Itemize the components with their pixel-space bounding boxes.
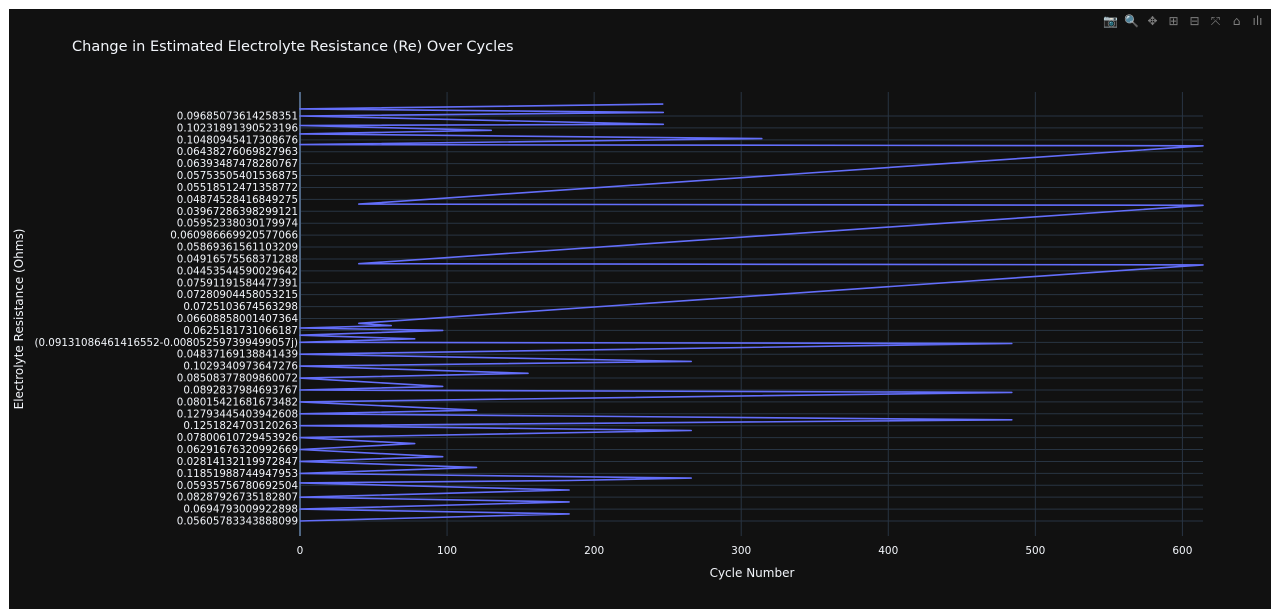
y-tick-label: 0.07591191584477391: [177, 277, 298, 289]
y-tick-label: 0.05605783343888099: [177, 516, 298, 528]
y-tick-label: 0.06608858001407364: [177, 313, 298, 325]
y-tick-label: 0.10231891390523196: [177, 122, 298, 134]
x-tick-label: 600: [1172, 545, 1192, 557]
y-tick-label: 0.05518512471358772: [177, 182, 298, 194]
y-tick-label: 0.1251824703120263: [183, 420, 298, 432]
series-lines: [299, 103, 1204, 522]
y-tick-label: 0.07280904458053215: [177, 289, 298, 301]
y-tick-label: 0.060986669920577066: [170, 230, 298, 242]
y-tick-label: 0.07800610729453926: [177, 432, 298, 444]
y-tick-label: 0.02814132119972847: [177, 456, 298, 468]
y-tick-label: 0.05753505401536875: [177, 170, 298, 182]
series-line: [299, 103, 1204, 522]
x-tick-label: 200: [584, 545, 604, 557]
y-tick-label: 0.1029340973647276: [183, 361, 298, 373]
y-tick-label: 0.0725103674563298: [183, 301, 298, 313]
y-tick-label: 0.04453544590029642: [177, 265, 298, 277]
y-tick-label: 0.0892837984693767: [183, 384, 298, 396]
y-tick-label: 0.06291676320992669: [177, 444, 298, 456]
autoscale-icon[interactable]: ⤧: [1210, 13, 1221, 28]
pan-icon[interactable]: ✥: [1147, 13, 1158, 28]
zoom-in-icon[interactable]: ⊞: [1168, 13, 1179, 28]
chart-frame: 📷 🔍 ✥ ⊞ ⊟ ⤧ ⌂ ılı 0.05605783343888099 0.06947930…: [9, 9, 1271, 609]
x-tick-label: 500: [1025, 545, 1045, 557]
x-tick-label: 300: [731, 545, 751, 557]
x-axis-title: Cycle Number: [710, 566, 795, 580]
y-tick-label: 0.06438276069827963: [177, 146, 298, 158]
y-tick-label: 0.08015421681673482: [177, 396, 298, 408]
y-tick-label: 0.12793445403942608: [177, 408, 298, 420]
y-tick-label: 0.03967286398299121: [177, 206, 298, 218]
modebar: 📷 🔍 ✥ ⊞ ⊟ ⤧ ⌂ ılı: [1103, 12, 1265, 30]
y-axis-title: Electrolyte Resistance (Ohms): [12, 229, 26, 410]
y-tick-label: 0.10480945417308676: [177, 134, 298, 146]
zoom-out-icon[interactable]: ⊟: [1189, 13, 1200, 28]
y-tick-label: 0.0625181731066187: [183, 325, 298, 337]
y-tick-label: 0.05935756780692504: [177, 480, 298, 492]
y-tick-label: 0.11851988744947953: [177, 468, 298, 480]
y-tick-labels: 0.056057833438880990.06947930099228980.0…: [34, 111, 298, 528]
y-tick-label: 0.09685073614258351: [177, 111, 298, 123]
y-tick-label: 0.0694793009922898: [183, 504, 298, 516]
x-tick-label: 100: [437, 545, 457, 557]
zoom-icon[interactable]: 🔍: [1124, 13, 1139, 28]
camera-icon[interactable]: 📷: [1103, 13, 1118, 28]
x-tick-label: 400: [878, 545, 898, 557]
x-tick-labels: 0 100 200 300 400 500 600: [297, 545, 1193, 557]
y-tick-label: 0.08287926735182807: [177, 492, 298, 504]
y-tick-label: 0.04874528416849275: [177, 194, 298, 206]
x-tick-label: 0: [297, 545, 304, 557]
y-tick-label: 0.04916575568371288: [177, 253, 298, 265]
plotly-logo-icon[interactable]: ılı: [1252, 13, 1263, 28]
home-icon[interactable]: ⌂: [1232, 13, 1241, 28]
y-tick-label: 0.08508377809860072: [177, 373, 298, 385]
line-chart[interactable]: 0.056057833438880990.06947930099228980.0…: [9, 9, 1271, 609]
y-tick-label: 0.06393487478280767: [177, 158, 298, 170]
y-gridlines: [300, 115, 1203, 522]
x-gridlines: [299, 92, 1183, 536]
y-tick-label: 0.05952338030179974: [177, 218, 298, 230]
y-tick-label: 0.05869361561103209: [177, 242, 298, 254]
y-tick-label: (0.09131086461416552-0.00805259739949905…: [34, 337, 298, 349]
chart-title: Change in Estimated Electrolyte Resistan…: [72, 39, 514, 55]
y-tick-label: 0.04837169138841439: [177, 349, 298, 361]
